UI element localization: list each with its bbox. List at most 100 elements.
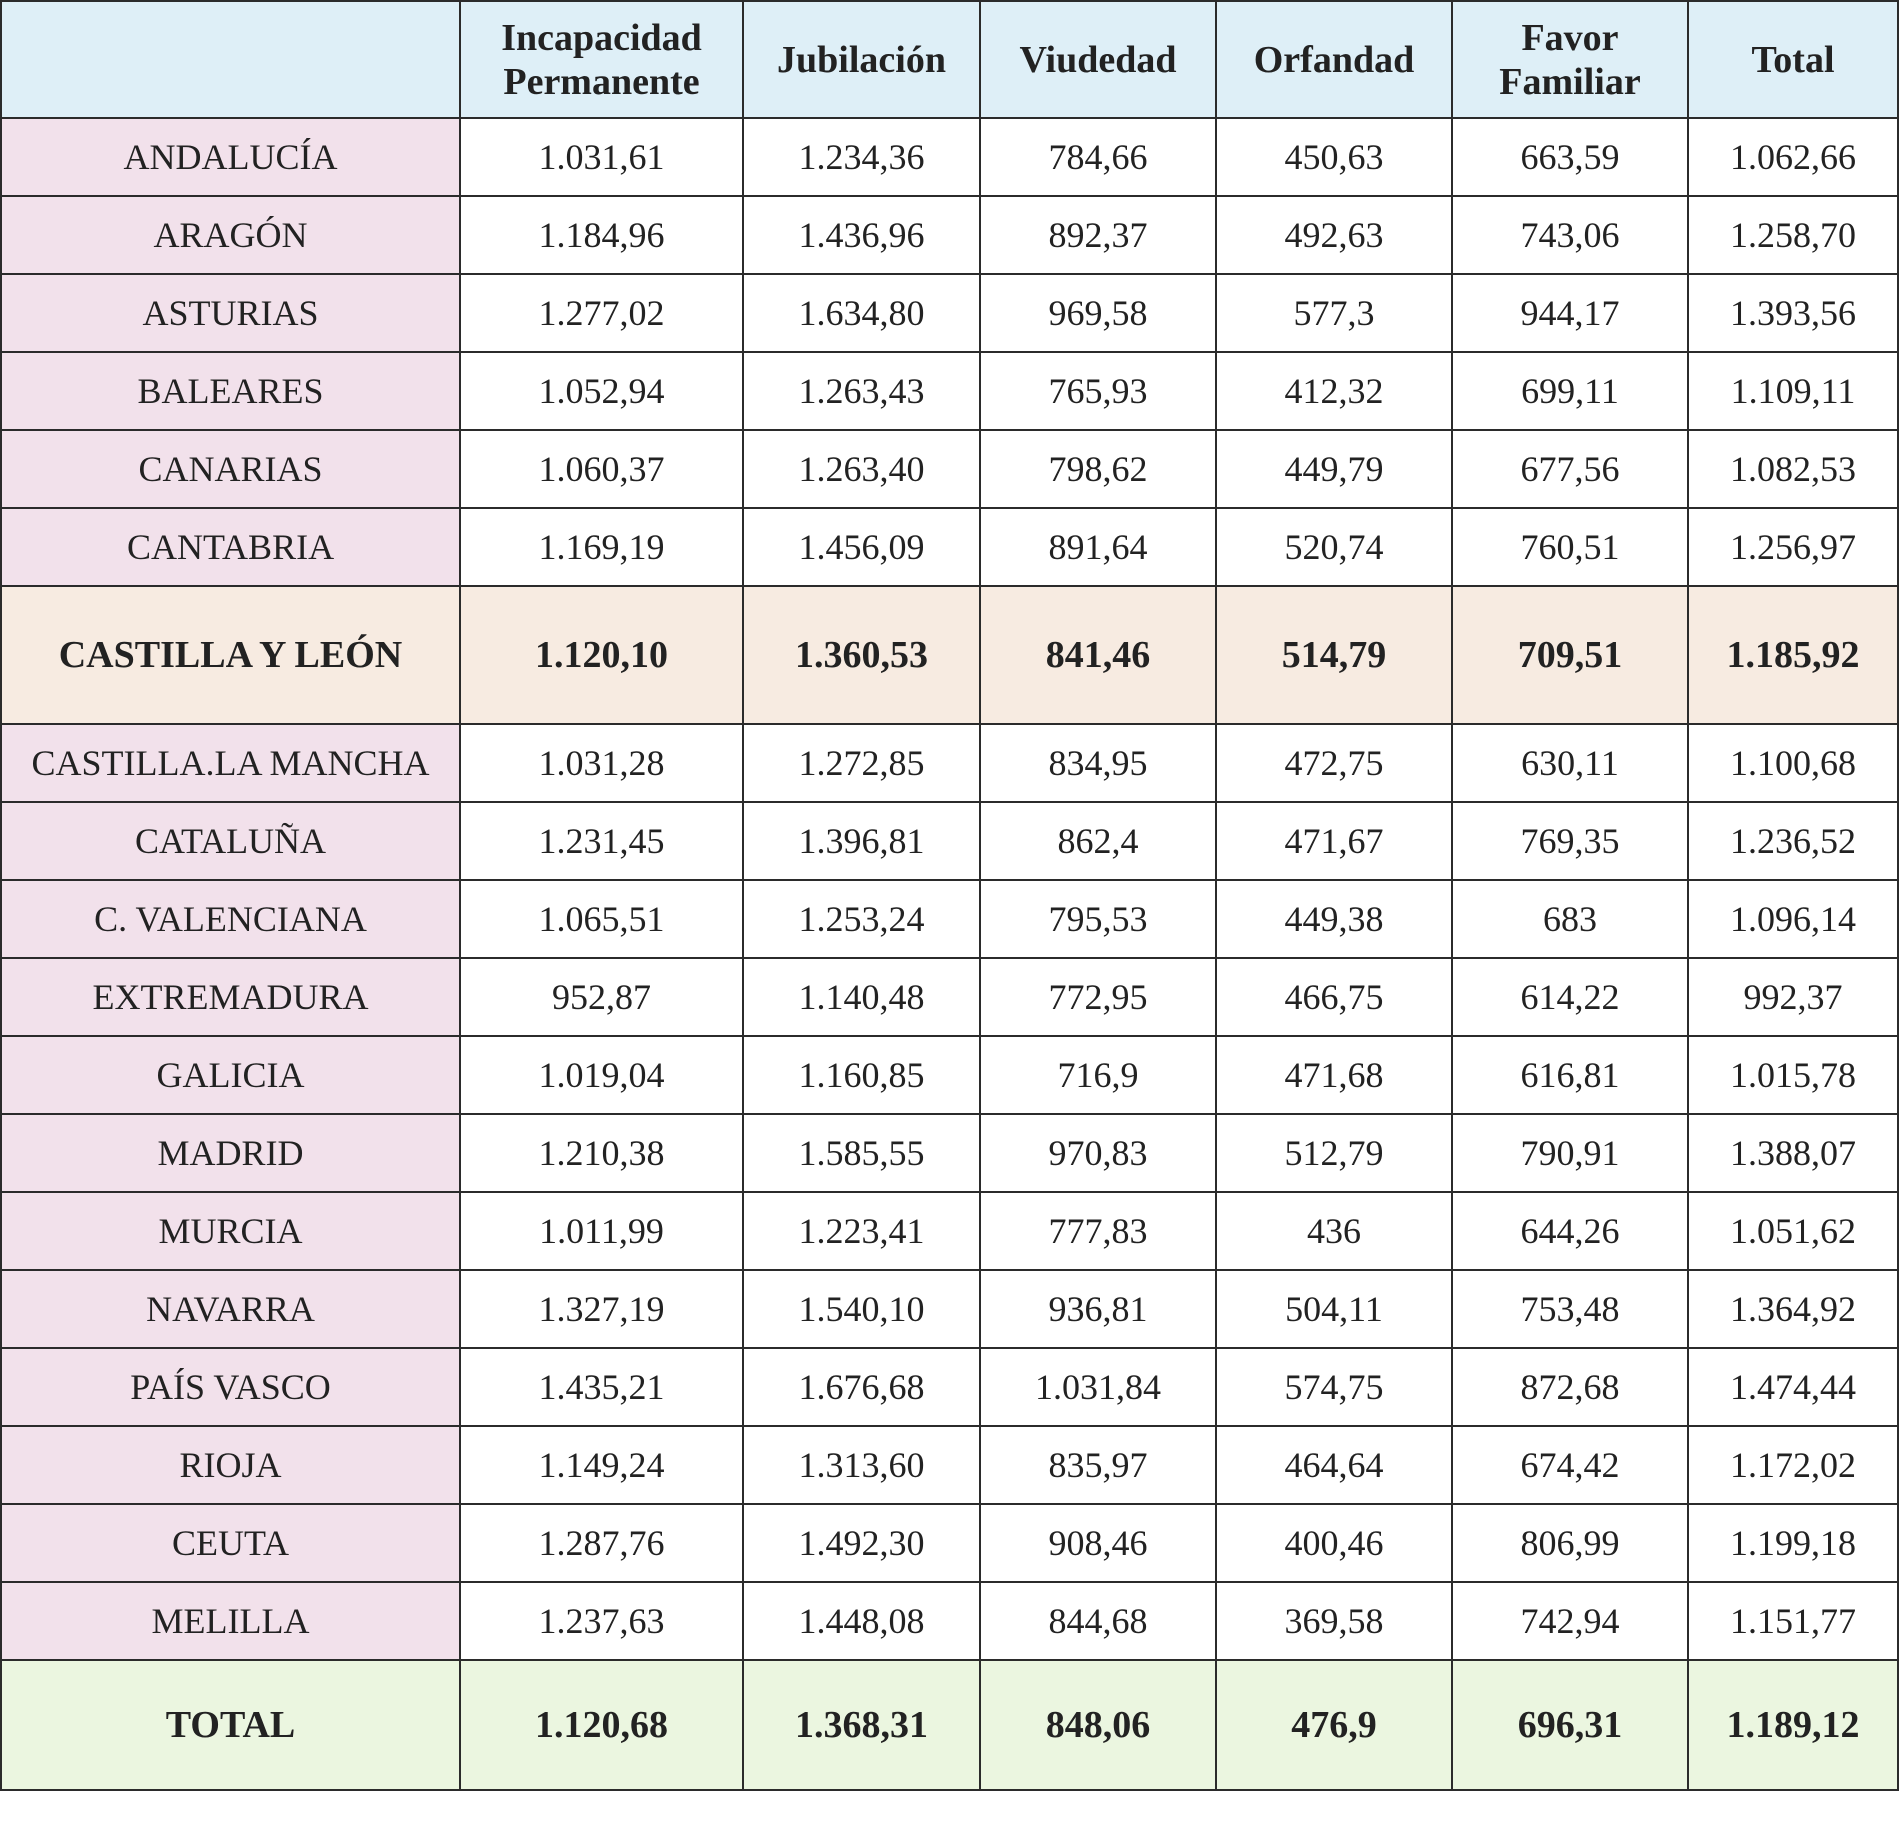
column-header: Total: [1687, 0, 1899, 119]
value-cell: 772,95: [979, 957, 1217, 1037]
value-cell: 848,06: [979, 1659, 1217, 1791]
value-cell: 1.396,81: [742, 801, 981, 881]
table-row: ARAGÓN 1.184,96 1.436,96 892,37 492,63 743,06…: [0, 195, 1899, 275]
table-body: ANDALUCÍA 1.031,61 1.234,36 784,66 450,63 663…: [0, 117, 1899, 1791]
table-row: CANTABRIA 1.169,19 1.456,09 891,64 520,74 760…: [0, 507, 1899, 587]
value-cell: 944,17: [1451, 273, 1689, 353]
value-cell: 1.096,14: [1687, 879, 1899, 959]
column-header: Favor Familiar: [1451, 0, 1689, 119]
region-cell: C. VALENCIANA: [0, 879, 461, 959]
value-cell: 1.100,68: [1687, 723, 1899, 803]
value-cell: 1.189,12: [1687, 1659, 1899, 1791]
value-cell: 464,64: [1215, 1425, 1453, 1505]
value-cell: 1.272,85: [742, 723, 981, 803]
value-cell: 1.263,40: [742, 429, 981, 509]
value-cell: 753,48: [1451, 1269, 1689, 1349]
value-cell: 466,75: [1215, 957, 1453, 1037]
region-cell: ANDALUCÍA: [0, 117, 461, 197]
table-row: BALEARES 1.052,94 1.263,43 765,93 412,32 699,…: [0, 351, 1899, 431]
table-row: CASTILLA.LA MANCHA 1.031,28 1.272,85 834,95…: [0, 723, 1899, 803]
value-cell: 699,11: [1451, 351, 1689, 431]
table-header: Incapacidad Permanente Jubilación Viudedad…: [0, 0, 1899, 119]
value-cell: 630,11: [1451, 723, 1689, 803]
region-cell: CANTABRIA: [0, 507, 461, 587]
value-cell: 1.031,84: [979, 1347, 1217, 1427]
value-cell: 1.031,28: [459, 723, 744, 803]
region-cell: EXTREMADURA: [0, 957, 461, 1037]
value-cell: 795,53: [979, 879, 1217, 959]
value-cell: 1.184,96: [459, 195, 744, 275]
value-cell: 1.120,68: [459, 1659, 744, 1791]
value-cell: 806,99: [1451, 1503, 1689, 1583]
table-row: CASTILLA Y LEÓN 1.120,10 1.360,53 841,46 514…: [0, 585, 1899, 725]
value-cell: 1.062,66: [1687, 117, 1899, 197]
table-row: NAVARRA 1.327,19 1.540,10 936,81 504,11 753,4…: [0, 1269, 1899, 1349]
value-cell: 512,79: [1215, 1113, 1453, 1193]
value-cell: 1.231,45: [459, 801, 744, 881]
value-cell: 436: [1215, 1191, 1453, 1271]
value-cell: 1.140,48: [742, 957, 981, 1037]
value-cell: 1.109,11: [1687, 351, 1899, 431]
value-cell: 1.634,80: [742, 273, 981, 353]
value-cell: 1.234,36: [742, 117, 981, 197]
table-row: MURCIA 1.011,99 1.223,41 777,83 436 644,26 1.0…: [0, 1191, 1899, 1271]
value-cell: 970,83: [979, 1113, 1217, 1193]
value-cell: 1.364,92: [1687, 1269, 1899, 1349]
value-cell: 644,26: [1451, 1191, 1689, 1271]
value-cell: 449,38: [1215, 879, 1453, 959]
table-row: RIOJA 1.149,24 1.313,60 835,97 464,64 674,42 1…: [0, 1425, 1899, 1505]
value-cell: 1.287,76: [459, 1503, 744, 1583]
value-cell: 514,79: [1215, 585, 1453, 725]
value-cell: 1.258,70: [1687, 195, 1899, 275]
region-cell: BALEARES: [0, 351, 461, 431]
value-cell: 369,58: [1215, 1581, 1453, 1661]
value-cell: 841,46: [979, 585, 1217, 725]
table-row: CANARIAS 1.060,37 1.263,40 798,62 449,79 677,…: [0, 429, 1899, 509]
region-cell: TOTAL: [0, 1659, 461, 1791]
table-row: GALICIA 1.019,04 1.160,85 716,9 471,68 616,81…: [0, 1035, 1899, 1115]
table-row: MADRID 1.210,38 1.585,55 970,83 512,79 790,91…: [0, 1113, 1899, 1193]
value-cell: 450,63: [1215, 117, 1453, 197]
region-cell: CATALUÑA: [0, 801, 461, 881]
value-cell: 1.327,19: [459, 1269, 744, 1349]
value-cell: 492,63: [1215, 195, 1453, 275]
value-cell: 577,3: [1215, 273, 1453, 353]
value-cell: 1.060,37: [459, 429, 744, 509]
table-row: ASTURIAS 1.277,02 1.634,80 969,58 577,3 944,1…: [0, 273, 1899, 353]
region-cell: MELILLA: [0, 1581, 461, 1661]
value-cell: 1.313,60: [742, 1425, 981, 1505]
table-row: MELILLA 1.237,63 1.448,08 844,68 369,58 742,9…: [0, 1581, 1899, 1661]
column-header: Viudedad: [979, 0, 1217, 119]
table-row: CATALUÑA 1.231,45 1.396,81 862,4 471,67 769,3…: [0, 801, 1899, 881]
table-row: PAÍS VASCO 1.435,21 1.676,68 1.031,84 574,75…: [0, 1347, 1899, 1427]
value-cell: 1.360,53: [742, 585, 981, 725]
region-cell: NAVARRA: [0, 1269, 461, 1349]
region-cell: CASTILLA Y LEÓN: [0, 585, 461, 725]
value-cell: 1.199,18: [1687, 1503, 1899, 1583]
region-cell: MADRID: [0, 1113, 461, 1193]
region-cell: MURCIA: [0, 1191, 461, 1271]
value-cell: 1.051,62: [1687, 1191, 1899, 1271]
value-cell: 683: [1451, 879, 1689, 959]
region-cell: RIOJA: [0, 1425, 461, 1505]
value-cell: 1.393,56: [1687, 273, 1899, 353]
value-cell: 472,75: [1215, 723, 1453, 803]
value-cell: 1.120,10: [459, 585, 744, 725]
value-cell: 520,74: [1215, 507, 1453, 587]
value-cell: 760,51: [1451, 507, 1689, 587]
value-cell: 891,64: [979, 507, 1217, 587]
value-cell: 936,81: [979, 1269, 1217, 1349]
table-row: C. VALENCIANA 1.065,51 1.253,24 795,53 449,3…: [0, 879, 1899, 959]
value-cell: 1.031,61: [459, 117, 744, 197]
value-cell: 709,51: [1451, 585, 1689, 725]
value-cell: 1.540,10: [742, 1269, 981, 1349]
region-cell: CEUTA: [0, 1503, 461, 1583]
value-cell: 1.172,02: [1687, 1425, 1899, 1505]
region-cell: CANARIAS: [0, 429, 461, 509]
value-cell: 1.169,19: [459, 507, 744, 587]
table-row: EXTREMADURA 952,87 1.140,48 772,95 466,75 614…: [0, 957, 1899, 1037]
region-cell: PAÍS VASCO: [0, 1347, 461, 1427]
value-cell: 663,59: [1451, 117, 1689, 197]
table-row: ANDALUCÍA 1.031,61 1.234,36 784,66 450,63 663…: [0, 117, 1899, 197]
value-cell: 471,67: [1215, 801, 1453, 881]
